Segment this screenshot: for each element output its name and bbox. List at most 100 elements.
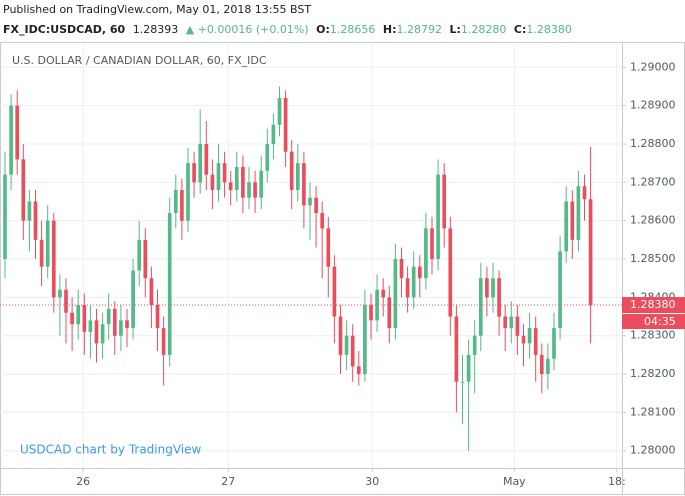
candle-body	[472, 335, 477, 355]
price-label: 1.28380	[630, 298, 676, 311]
candle-body	[387, 297, 392, 329]
candle-body	[100, 324, 105, 344]
candle-body	[125, 320, 129, 329]
c-label: C:	[514, 23, 526, 36]
candle-body	[241, 167, 245, 198]
candle-body	[405, 278, 410, 298]
candle-body	[588, 199, 593, 306]
candle-body	[393, 259, 398, 329]
published-line: Published on TradingView.com, May 01, 20…	[3, 3, 311, 16]
candle-body	[308, 197, 312, 206]
y-tick-label: 1.28500	[630, 252, 676, 265]
candle-body	[149, 278, 154, 306]
candle-body	[228, 182, 233, 191]
countdown-box	[622, 314, 685, 330]
candle-body	[466, 354, 471, 382]
y-tick-label: 1.29000	[630, 60, 676, 73]
candle-body	[234, 167, 239, 191]
x-tick-label: May	[503, 475, 526, 488]
candle-body	[155, 305, 160, 329]
candle-body	[33, 201, 38, 240]
candle-body	[320, 213, 325, 229]
x-tick-label: 27	[221, 475, 235, 488]
y-tick-label: 1.28800	[630, 137, 676, 150]
candle-body	[491, 278, 495, 298]
candle-body	[180, 190, 184, 221]
candle-body	[503, 316, 508, 329]
candle-body	[576, 186, 581, 240]
y-tick-label: 1.28200	[630, 367, 676, 380]
candle-body	[51, 220, 56, 298]
candle-body	[210, 174, 215, 191]
candle-body	[204, 143, 209, 175]
countdown-label: 04:35	[644, 315, 676, 328]
candle-body	[253, 182, 257, 198]
candle-body	[82, 305, 87, 332]
candle-body	[283, 97, 288, 152]
y-tick-label: 1.28600	[630, 214, 676, 227]
candle-body	[137, 239, 142, 271]
y-tick-label: 1.28700	[630, 175, 676, 188]
o-label: O:	[316, 23, 330, 36]
candles	[3, 86, 593, 451]
y-tick-label: 1.28300	[630, 329, 676, 342]
candle-body	[277, 97, 282, 125]
candle-body	[344, 335, 349, 355]
candle-body	[509, 316, 514, 329]
candle-body	[448, 228, 453, 317]
candle-body	[356, 366, 361, 375]
candle-body	[338, 316, 343, 355]
change: ▲ +0.00016 (+0.01%)	[186, 23, 309, 36]
candle-body	[582, 186, 587, 200]
candle-body	[259, 170, 264, 198]
candle-body	[326, 228, 331, 267]
candle-body	[417, 266, 422, 279]
candle-body	[112, 308, 117, 336]
chart-title: U.S. DOLLAR / CANADIAN DOLLAR, 60, FX_ID…	[12, 54, 267, 67]
candle-body	[198, 143, 203, 183]
y-tick-label: 1.28000	[630, 444, 676, 457]
candle-body	[570, 201, 575, 240]
candle-body	[546, 358, 550, 375]
h-value: 1.28792	[396, 23, 442, 36]
candle-body	[247, 182, 251, 198]
candle-body	[27, 201, 32, 221]
o-value: 1.28656	[330, 23, 376, 36]
candle-body	[375, 289, 379, 321]
candle-body	[454, 316, 459, 382]
c-value: 1.28380	[526, 23, 572, 36]
symbol: FX_IDC:USDCAD, 60	[3, 23, 126, 36]
candle-body	[533, 328, 538, 355]
candle-body	[76, 305, 81, 325]
candle-body	[527, 328, 532, 344]
candle-body	[265, 143, 270, 171]
grid: 1.280001.281001.282001.283001.284001.285…	[0, 42, 676, 488]
candle-body	[45, 220, 50, 267]
candle-body	[424, 228, 428, 279]
candle-body	[21, 159, 26, 221]
candle-body	[216, 163, 221, 191]
candle-body	[381, 289, 386, 298]
candle-body	[302, 163, 306, 206]
candle-body	[558, 251, 562, 329]
candle-body	[521, 335, 526, 344]
l-value: 1.28280	[461, 23, 507, 36]
candle-body	[3, 174, 7, 260]
l-label: L:	[449, 23, 460, 36]
candle-body	[399, 259, 404, 279]
candle-body	[167, 213, 172, 355]
candle-body	[485, 278, 489, 298]
candle-body	[15, 105, 20, 160]
h-label: H:	[383, 23, 397, 36]
candle-body	[515, 316, 520, 336]
candle-body	[64, 289, 68, 313]
candle-body	[186, 163, 190, 221]
candle-body	[497, 278, 501, 317]
candle-body	[88, 320, 93, 332]
candle-body	[271, 124, 276, 144]
candle-body	[478, 278, 483, 336]
price-label-box	[622, 297, 685, 314]
